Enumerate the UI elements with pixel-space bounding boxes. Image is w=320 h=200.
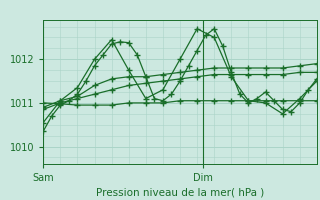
X-axis label: Pression niveau de la mer( hPa ): Pression niveau de la mer( hPa )	[96, 187, 264, 197]
